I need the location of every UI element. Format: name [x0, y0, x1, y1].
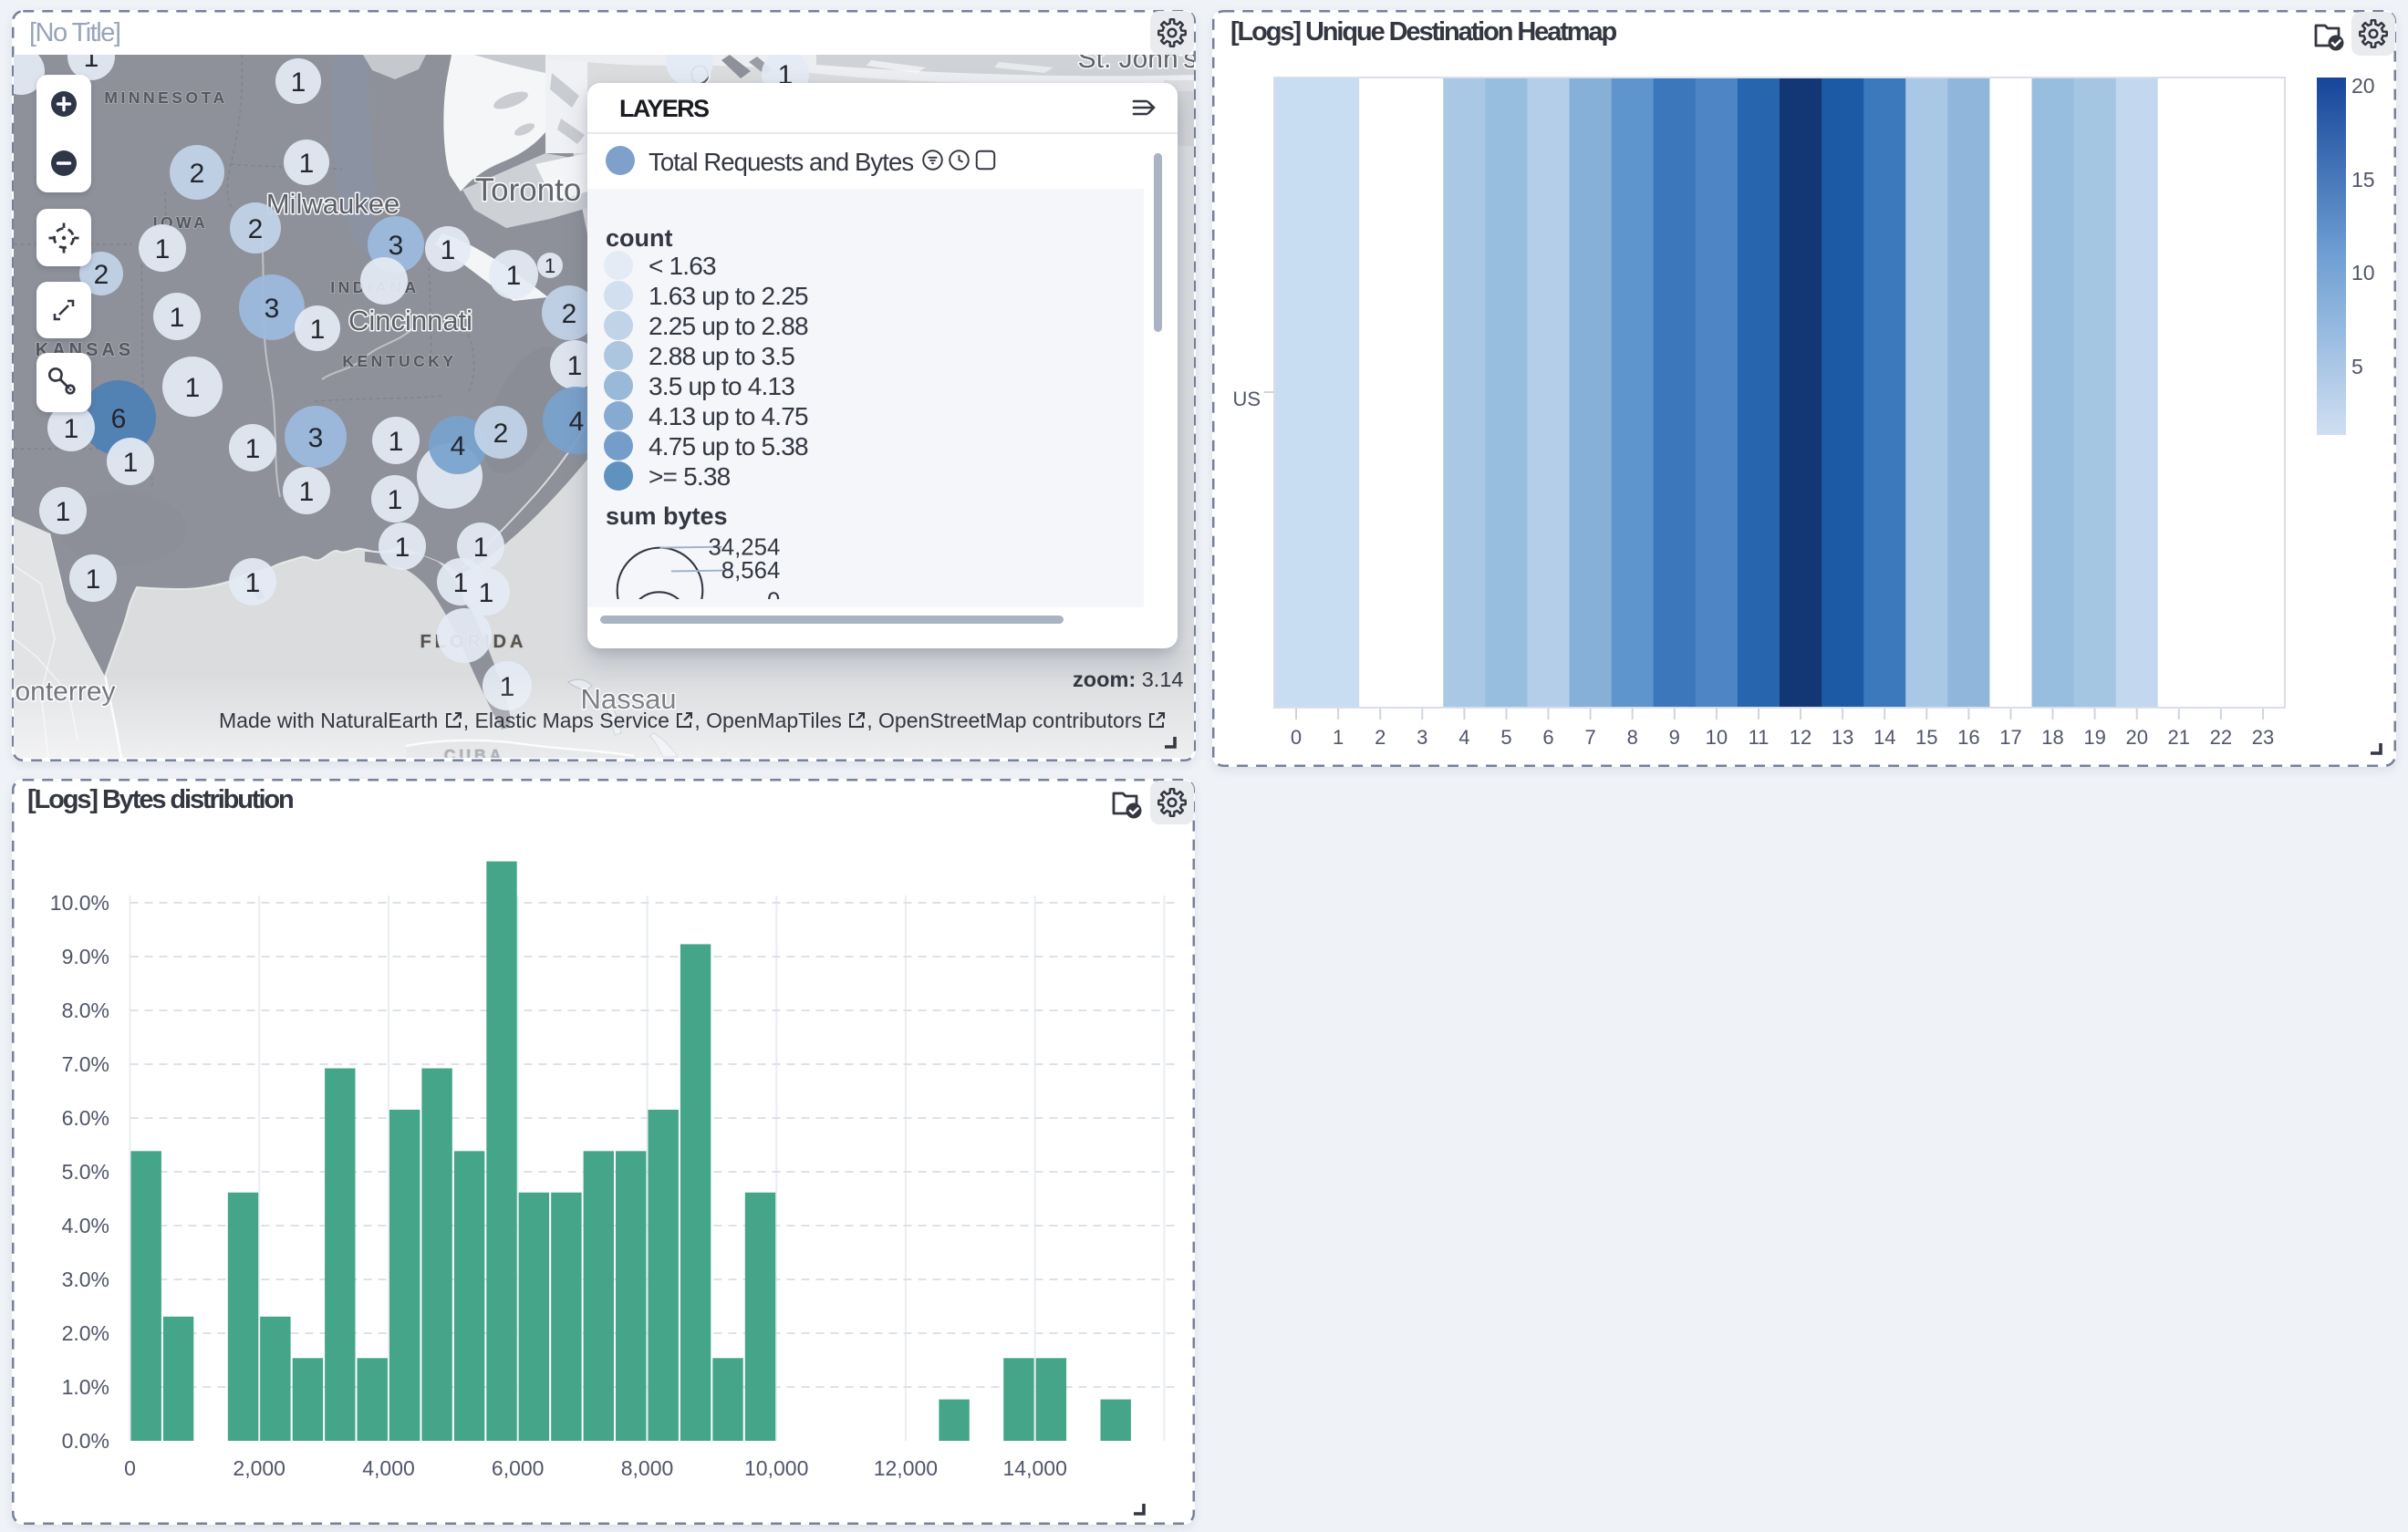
svg-text:Cincinnati: Cincinnati	[348, 305, 472, 336]
svg-text:6: 6	[111, 404, 127, 434]
svg-text:6,000: 6,000	[492, 1456, 545, 1480]
svg-text:14,000: 14,000	[1003, 1456, 1067, 1480]
svg-text:3: 3	[265, 294, 280, 324]
svg-text:3: 3	[389, 231, 404, 261]
svg-text:1: 1	[123, 448, 139, 478]
svg-text:8,000: 8,000	[621, 1456, 674, 1480]
svg-text:US: US	[1232, 388, 1261, 410]
svg-text:1: 1	[245, 568, 261, 598]
svg-text:1: 1	[473, 533, 489, 563]
svg-text:Toronto: Toronto	[475, 172, 582, 208]
svg-text:6.0%: 6.0%	[62, 1106, 109, 1130]
svg-text:5.0%: 5.0%	[62, 1160, 109, 1184]
svg-text:1: 1	[155, 234, 171, 264]
svg-text:10: 10	[1706, 726, 1728, 749]
svg-text:0: 0	[1291, 726, 1302, 749]
svg-text:1: 1	[170, 303, 185, 333]
svg-text:1: 1	[545, 254, 555, 277]
svg-text:20: 20	[2125, 726, 2147, 749]
svg-text:1: 1	[389, 427, 404, 457]
svg-text:0: 0	[124, 1456, 136, 1480]
svg-text:1: 1	[1333, 726, 1344, 749]
svg-text:6: 6	[1542, 726, 1553, 749]
svg-text:1: 1	[310, 315, 326, 345]
svg-text:20: 20	[2351, 74, 2375, 98]
svg-text:2.0%: 2.0%	[62, 1321, 109, 1345]
svg-text:8: 8	[1627, 726, 1638, 749]
svg-text:2: 2	[190, 159, 205, 189]
svg-text:1: 1	[388, 485, 403, 515]
svg-text:7: 7	[1584, 726, 1595, 749]
svg-text:2: 2	[562, 299, 577, 329]
svg-text:3.0%: 3.0%	[62, 1268, 109, 1291]
svg-text:21: 21	[2168, 726, 2190, 749]
svg-text:1.0%: 1.0%	[62, 1375, 109, 1399]
svg-text:8,564: 8,564	[721, 558, 781, 584]
svg-text:2: 2	[1375, 726, 1386, 749]
svg-text:10,000: 10,000	[744, 1456, 808, 1480]
svg-text:1: 1	[185, 373, 201, 403]
svg-text:10: 10	[2351, 261, 2375, 285]
svg-text:5: 5	[1500, 726, 1511, 749]
svg-text:4: 4	[569, 407, 585, 437]
svg-text:10.0%: 10.0%	[50, 891, 109, 915]
svg-text:1: 1	[479, 578, 494, 608]
svg-text:MINNESOTA: MINNESOTA	[104, 88, 227, 107]
svg-text:19: 19	[2083, 726, 2105, 749]
svg-text:1: 1	[567, 351, 583, 381]
svg-text:4.0%: 4.0%	[62, 1214, 109, 1237]
svg-text:1: 1	[86, 564, 101, 595]
svg-text:1: 1	[441, 235, 456, 265]
svg-text:3: 3	[1417, 726, 1427, 749]
svg-text:18: 18	[2041, 726, 2063, 749]
svg-text:0.0%: 0.0%	[62, 1429, 109, 1453]
svg-text:9.0%: 9.0%	[62, 945, 109, 968]
svg-text:2: 2	[94, 260, 109, 290]
svg-text:12,000: 12,000	[874, 1456, 938, 1480]
svg-text:34,254: 34,254	[708, 534, 780, 560]
svg-text:3: 3	[308, 423, 324, 453]
svg-text:23: 23	[2252, 726, 2274, 749]
svg-text:4,000: 4,000	[362, 1456, 415, 1480]
svg-text:0: 0	[767, 589, 780, 599]
svg-text:15: 15	[2351, 168, 2375, 192]
svg-text:17: 17	[1999, 726, 2021, 749]
svg-text:2: 2	[248, 214, 264, 244]
svg-text:9: 9	[1669, 726, 1680, 749]
svg-text:1: 1	[64, 414, 79, 444]
svg-text:Milwaukee: Milwaukee	[266, 188, 400, 220]
svg-text:1: 1	[299, 477, 315, 507]
svg-text:1: 1	[84, 55, 99, 73]
svg-text:4: 4	[451, 431, 466, 461]
svg-text:1: 1	[778, 60, 794, 90]
svg-text:2: 2	[493, 419, 509, 449]
svg-text:1: 1	[506, 261, 522, 291]
svg-text:1: 1	[245, 434, 261, 464]
svg-text:16: 16	[1957, 726, 1979, 749]
svg-text:KENTUCKY: KENTUCKY	[342, 352, 456, 370]
svg-text:13: 13	[1832, 726, 1853, 749]
svg-text:4: 4	[1458, 726, 1469, 749]
svg-text:22: 22	[2210, 726, 2232, 749]
svg-text:2,000: 2,000	[233, 1456, 285, 1480]
svg-text:12: 12	[1790, 726, 1811, 749]
svg-text:14: 14	[1873, 726, 1895, 749]
svg-text:1: 1	[453, 568, 469, 598]
svg-text:5: 5	[2351, 355, 2363, 378]
svg-text:1: 1	[291, 67, 306, 98]
svg-text:7.0%: 7.0%	[62, 1052, 109, 1076]
svg-text:1: 1	[395, 533, 410, 563]
svg-text:11: 11	[1749, 726, 1770, 749]
svg-text:15: 15	[1915, 726, 1937, 749]
svg-text:St. John's: St. John's	[1078, 55, 1194, 74]
svg-text:8.0%: 8.0%	[62, 999, 109, 1022]
svg-text:1: 1	[56, 497, 71, 527]
svg-text:1: 1	[299, 149, 315, 179]
